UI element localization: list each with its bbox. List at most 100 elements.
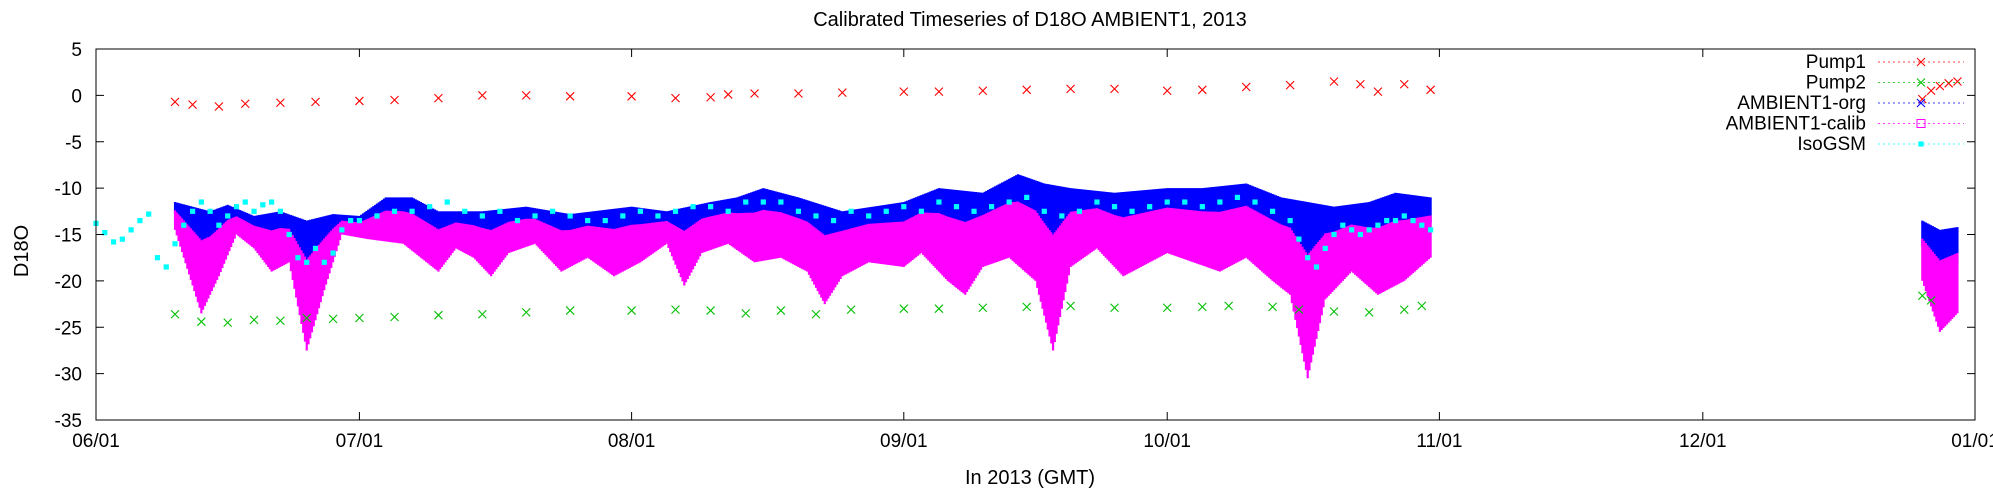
isogsm-point: [181, 222, 187, 228]
pump2-point: [899, 304, 909, 314]
marker-shape: [260, 202, 266, 208]
isogsm-point: [708, 204, 714, 210]
marker-shape: [585, 217, 591, 224]
pump1-point: [1426, 85, 1436, 95]
isogsm-point: [1313, 264, 1320, 270]
marker-shape: [374, 213, 380, 219]
isogsm-point: [795, 208, 802, 214]
marker-shape: [1006, 199, 1012, 205]
marker-stroke: [328, 314, 338, 324]
isogsm-point: [778, 199, 784, 205]
y-tick-label: -20: [55, 272, 82, 293]
y-tick-label: 5: [71, 40, 82, 61]
marker-shape: [427, 204, 433, 210]
isogsm-point: [154, 255, 161, 261]
marker-shape: [339, 227, 345, 233]
legend-marker: [1916, 98, 1926, 108]
isogsm-point: [620, 213, 626, 219]
marker-shape: [1217, 199, 1223, 205]
pump2-point: [671, 305, 680, 315]
legend: Pump1Pump2AMBIENT1-orgAMBIENT1-calibIsoG…: [1726, 52, 1964, 155]
marker-shape: [532, 213, 538, 219]
isogsm-point: [1296, 236, 1302, 242]
y-tick-label: -10: [55, 179, 82, 200]
isogsm-point: [1094, 199, 1100, 205]
marker-shape: [242, 199, 248, 205]
isogsm-point: [953, 204, 960, 210]
marker-shape: [1375, 222, 1381, 228]
isogsm-point: [348, 217, 354, 224]
pump1-point: [978, 86, 988, 96]
marker-stroke: [1329, 77, 1339, 86]
marker-stroke: [1110, 303, 1119, 313]
marker-shape: [497, 208, 503, 214]
marker-shape: [918, 208, 924, 214]
marker-stroke: [390, 95, 399, 105]
marker-stroke: [846, 305, 856, 315]
pump2-point: [302, 313, 312, 323]
marker-shape: [330, 250, 336, 256]
series-ambient1-calib: [173, 201, 1959, 379]
marker-stroke: [811, 309, 821, 319]
pump1-point: [214, 102, 224, 111]
isogsm-point: [146, 211, 152, 217]
isogsm-point: [110, 239, 117, 245]
series-pump1: [170, 77, 1962, 111]
pump1-point: [355, 96, 364, 106]
marker-shape: [119, 236, 125, 242]
marker-shape: [1305, 255, 1311, 261]
marker-stroke: [1066, 84, 1076, 94]
marker-stroke: [1916, 98, 1926, 108]
pump2-point: [275, 316, 285, 326]
isogsm-point: [1287, 217, 1293, 224]
pump2-point: [627, 306, 636, 315]
isogsm-point: [672, 208, 679, 214]
marker-shape: [348, 217, 354, 224]
legend-marker: [1916, 78, 1926, 87]
pump1-point: [837, 88, 847, 97]
isogsm-point: [971, 208, 977, 214]
marker-stroke: [1364, 308, 1374, 317]
marker-shape: [655, 213, 661, 219]
pump1-point: [1926, 86, 1936, 96]
marker-shape: [672, 208, 679, 214]
marker-shape: [725, 208, 731, 214]
pump2-point: [1066, 301, 1076, 311]
pump2-point: [978, 303, 988, 313]
pump1-point: [1162, 86, 1172, 96]
marker-stroke: [1355, 79, 1365, 89]
isogsm-point: [866, 213, 872, 219]
pump1-point: [1373, 87, 1383, 97]
marker-shape: [312, 245, 319, 252]
pump2-point: [1926, 295, 1936, 305]
marker-stroke: [1110, 84, 1119, 94]
marker-shape: [225, 213, 231, 219]
pump1-point: [434, 93, 443, 103]
isogsm-point: [374, 213, 380, 219]
isogsm-point: [743, 199, 749, 205]
pump1-point: [899, 87, 909, 97]
pump1-point: [311, 97, 320, 107]
marker-stroke: [978, 303, 988, 313]
pump1-point: [240, 99, 250, 109]
marker-shape: [830, 217, 837, 224]
legend-item: Pump2: [1806, 73, 1964, 94]
isogsm-point: [1076, 208, 1083, 214]
isogsm-point: [225, 213, 231, 219]
isogsm-point: [1340, 222, 1346, 228]
legend-item: IsoGSM: [1797, 134, 1964, 155]
isogsm-point: [532, 213, 538, 219]
marker-shape: [146, 211, 152, 217]
isogsm-point: [514, 217, 521, 224]
isogsm-point: [1392, 217, 1399, 224]
marker-shape: [1916, 119, 1926, 128]
marker-stroke: [1426, 85, 1436, 95]
isogsm-point: [1366, 227, 1372, 233]
marker-shape: [321, 259, 327, 265]
isogsm-point: [883, 208, 889, 214]
marker-shape: [936, 199, 942, 205]
marker-shape: [1094, 199, 1100, 205]
marker-stroke: [390, 312, 399, 322]
y-tick-label: -35: [55, 411, 82, 432]
plot-layer: [93, 77, 1962, 379]
